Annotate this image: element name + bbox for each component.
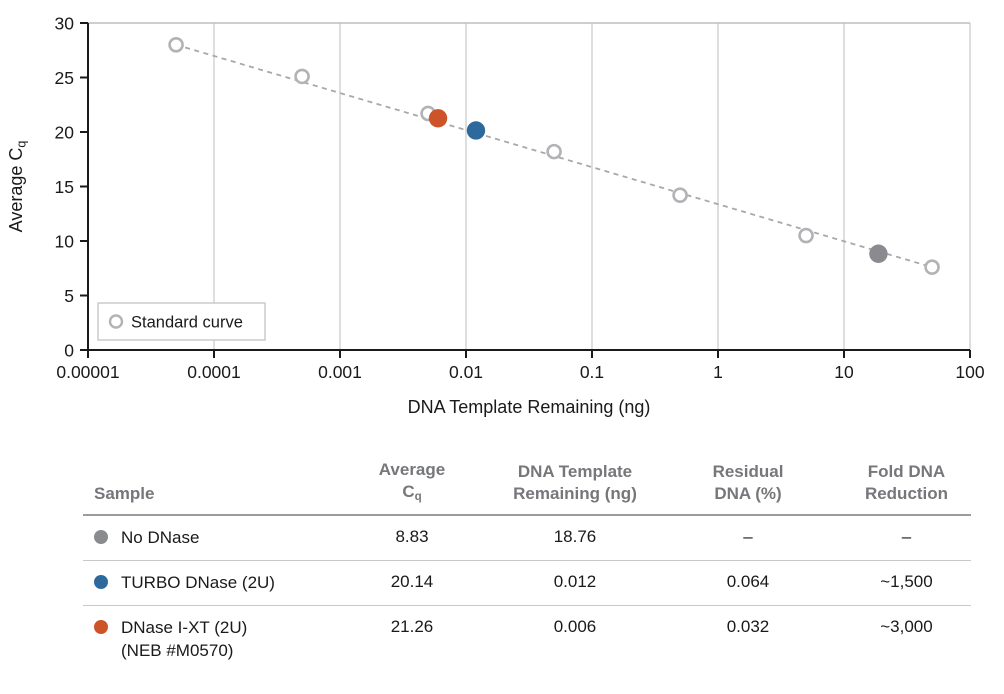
standard-curve-point bbox=[672, 187, 688, 204]
sample-name: No DNase bbox=[121, 528, 200, 547]
x-tick-label: 0.01 bbox=[449, 362, 483, 382]
y-tick-label: 10 bbox=[55, 231, 75, 251]
table-row-dnase-ixt: DNase I-XT (2U) (NEB #M0570) 21.26 0.006… bbox=[83, 605, 971, 672]
y-axis-label: Average Cq bbox=[6, 141, 29, 233]
sample-point bbox=[428, 109, 448, 128]
standard-curve-point bbox=[924, 259, 940, 275]
standard-curve-point bbox=[168, 36, 184, 53]
avg-cq-value: 8.83 bbox=[328, 515, 496, 561]
y-tick-label: 15 bbox=[55, 177, 74, 197]
x-tick-label: 0.1 bbox=[580, 362, 604, 382]
avg-cq-value: 21.26 bbox=[390, 616, 434, 636]
sample-cell: TURBO DNase (2U) bbox=[83, 560, 328, 606]
standard-curve-point bbox=[294, 68, 310, 85]
sample-name: TURBO DNase (2U) bbox=[121, 572, 275, 592]
results-table: Sample Average Cq DNA Template Remaining… bbox=[83, 459, 971, 673]
dna-remaining-value: 0.006 bbox=[553, 616, 597, 636]
x-tick-label: 1 bbox=[713, 362, 723, 382]
x-tick-label: 100 bbox=[955, 362, 984, 382]
standard-curve-chart: 0 5 10 15 20 25 30 0.00001 0.0001 0.001 0.01 0.1 1 10… bbox=[6, 13, 985, 417]
gray-dot-icon bbox=[94, 530, 108, 544]
x-tick-label: 0.00001 bbox=[56, 362, 119, 382]
x-axis-label: DNA Template Remaining (ng) bbox=[408, 397, 651, 417]
dna-remaining-value: 18.76 bbox=[496, 515, 654, 561]
standard-curve-point bbox=[798, 227, 814, 244]
header-residual-dna: Residual DNA (%) bbox=[654, 459, 842, 516]
header-fold-reduction: Fold DNA Reduction bbox=[842, 459, 971, 516]
standard-curve-point bbox=[546, 143, 562, 160]
orange-dot-icon bbox=[94, 619, 108, 634]
x-tick-label: 10 bbox=[834, 362, 854, 382]
dna-remaining-value: 0.012 bbox=[496, 560, 654, 606]
avg-cq-value: 20.14 bbox=[328, 560, 496, 606]
header-dna-template: DNA Template Remaining (ng) bbox=[496, 459, 654, 516]
y-tick-label: 0 bbox=[64, 340, 74, 360]
fold-reduction-value: ~1,500 bbox=[842, 560, 971, 606]
fold-reduction-value: ~3,000 bbox=[880, 616, 933, 636]
legend-marker-open-circle bbox=[108, 314, 124, 329]
residual-dna-value: 0.032 bbox=[726, 616, 770, 636]
x-tick-label: 0.0001 bbox=[187, 362, 241, 382]
sample-name: DNase I-XT (2U) bbox=[121, 617, 248, 637]
residual-dna-value: – bbox=[654, 515, 842, 561]
table-row-turbo-dnase: TURBO DNase (2U) 20.14 0.012 0.064 ~1,50… bbox=[83, 560, 971, 606]
header-sample-label: Sample bbox=[94, 483, 155, 503]
sample-cell: DNase I-XT (2U) (NEB #M0570) bbox=[83, 605, 328, 672]
header-sample: Sample bbox=[83, 459, 328, 516]
sample-cell: No DNase bbox=[83, 515, 328, 561]
sample-point bbox=[869, 244, 888, 263]
x-tick-label: 0.001 bbox=[318, 362, 362, 382]
legend-label: Standard curve bbox=[131, 313, 243, 331]
y-tick-label: 20 bbox=[55, 122, 75, 142]
y-tick-label: 30 bbox=[55, 13, 75, 33]
chart-svg: 0 5 10 15 20 25 30 0.00001 0.0001 0.001 0.01 0.1 1 10… bbox=[6, 13, 985, 417]
header-average-cq: Average Cq bbox=[328, 459, 496, 516]
legend-box bbox=[97, 302, 266, 341]
table-header-row: Sample Average Cq DNA Template Remaining… bbox=[83, 459, 971, 516]
y-tick-label: 5 bbox=[64, 286, 74, 306]
sample-point bbox=[466, 121, 486, 140]
residual-dna-value: 0.064 bbox=[654, 560, 842, 606]
y-tick-label: 25 bbox=[55, 68, 74, 88]
table-row-no-dnase: No DNase 8.83 18.76 – – bbox=[83, 515, 971, 561]
fold-reduction-value: – bbox=[842, 515, 971, 561]
blue-dot-icon bbox=[94, 574, 108, 589]
